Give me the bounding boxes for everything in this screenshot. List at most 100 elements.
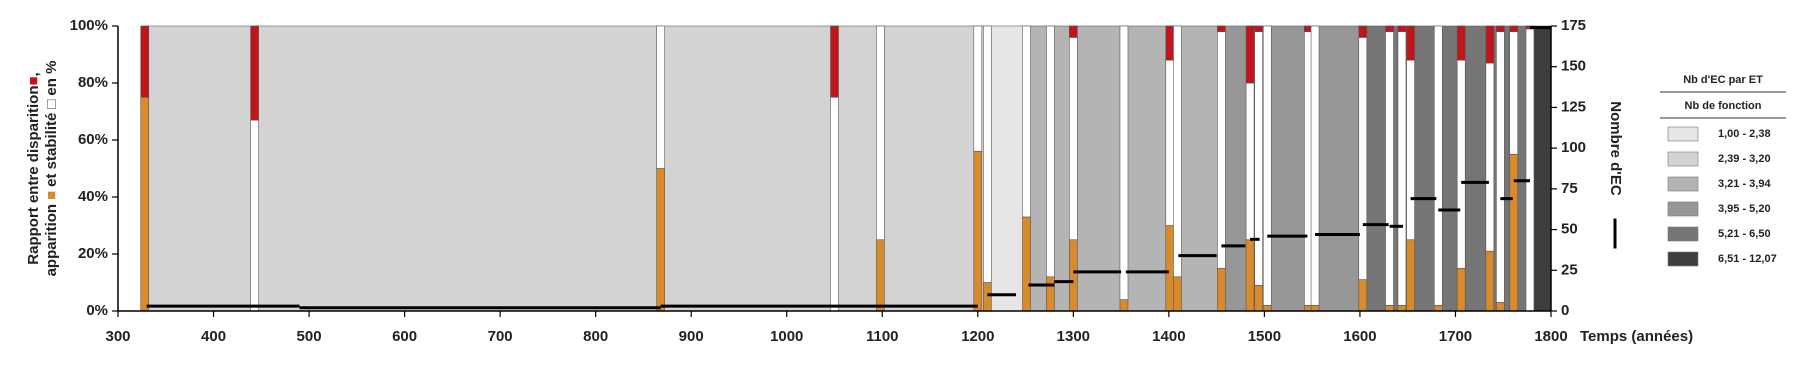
legend-label: 3,95 - 5,20: [1718, 203, 1771, 215]
bar-stabilite: [876, 25, 885, 241]
y-axis-title: Rapport entre disparition■,: [25, 72, 42, 264]
bar-stabilite: [1485, 62, 1495, 252]
bar-disparition: [1485, 25, 1495, 64]
x-tick-label: 900: [679, 328, 704, 345]
bar-stabilite: [1069, 37, 1078, 241]
bar-apparition: [1406, 239, 1415, 312]
bar-disparition: [830, 25, 839, 98]
legend-swatch: □: [43, 100, 60, 109]
y2-tick-label: 150: [1561, 58, 1586, 75]
bar-apparition: [1173, 276, 1182, 312]
legend-title: Nb d'EC par ET: [1683, 74, 1763, 86]
y-tick-label: 80%: [78, 74, 108, 91]
y-tick-label: 20%: [78, 245, 108, 262]
bar-apparition: [1385, 304, 1394, 312]
bar-apparition: [1046, 276, 1055, 312]
bar-stabilite: [1433, 25, 1443, 306]
bar-apparition: [983, 282, 992, 312]
bar-stabilite: [1509, 31, 1519, 155]
bar-apparition: [1358, 279, 1368, 312]
legend-label: 1,00 - 2,38: [1718, 128, 1771, 140]
bar-disparition: [1385, 25, 1394, 32]
y2-tick-label: 50: [1561, 221, 1578, 238]
bar-apparition: [1217, 267, 1226, 312]
bar-stabilite: [1496, 31, 1505, 303]
x-tick-label: 1700: [1439, 328, 1472, 345]
y-axis-title: apparition ■ et stabilité □ en %: [43, 61, 60, 277]
legend-subtitle: Nb de fonction: [1685, 100, 1762, 112]
bar-disparition: [1165, 25, 1175, 61]
bar-stabilite: [1245, 82, 1255, 241]
bar-apparition: [1310, 304, 1320, 312]
bar-stabilite: [973, 25, 983, 152]
bar-stabilite: [1406, 59, 1415, 241]
legend-label: 3,21 - 3,94: [1718, 178, 1771, 190]
period-band: [987, 25, 1027, 312]
bar-disparition: [1406, 25, 1415, 61]
bar-stabilite: [1173, 25, 1182, 278]
y-axis-title-part: en %: [43, 61, 60, 96]
bar-stabilite: [983, 25, 992, 283]
bar-stabilite: [1397, 31, 1407, 306]
x-tick-label: 1800: [1534, 328, 1567, 345]
bar-apparition: [1069, 239, 1078, 312]
legend-label: 5,21 - 6,50: [1718, 228, 1771, 240]
bar-disparition: [1496, 25, 1505, 32]
bar-stabilite: [1456, 59, 1466, 269]
y2-tick-label: 175: [1561, 17, 1586, 34]
bar-disparition: [1397, 25, 1407, 32]
x-tick-label: 800: [583, 328, 608, 345]
y-axis-title-part: ,: [25, 72, 42, 76]
bar-disparition: [1358, 25, 1368, 38]
y2-tick-label: 0: [1561, 302, 1569, 319]
y2-tick-label: 125: [1561, 98, 1586, 115]
bar-apparition: [1496, 302, 1505, 312]
bar-stabilite: [1358, 37, 1368, 280]
bar-disparition: [1245, 25, 1255, 84]
x-tick-label: 1600: [1343, 328, 1376, 345]
bar-apparition: [1254, 285, 1263, 312]
legend-label: 2,39 - 3,20: [1718, 153, 1771, 165]
bar-disparition: [1456, 25, 1466, 61]
period-band: [1221, 25, 1364, 312]
bar-stabilite: [1385, 31, 1394, 306]
legend-swatch: [1667, 151, 1699, 167]
y2-tick-label: 75: [1561, 180, 1578, 197]
bar-apparition: [1262, 304, 1272, 312]
bar-apparition: [1245, 239, 1255, 312]
x-tick-label: 600: [392, 328, 417, 345]
bar-stabilite: [1254, 31, 1263, 286]
bar-disparition: [1254, 25, 1263, 32]
bar-disparition: [1217, 25, 1226, 32]
bar-disparition: [140, 25, 150, 98]
bar-apparition: [1397, 304, 1407, 312]
bar-apparition: [1022, 216, 1031, 312]
bar-stabilite: [1310, 25, 1320, 306]
bar-stabilite: [1022, 25, 1031, 218]
legend-swatch: [1667, 201, 1699, 217]
bar-apparition: [1165, 225, 1175, 312]
x-tick-label: 700: [488, 328, 513, 345]
bar-stabilite: [1165, 59, 1175, 226]
legend-swatch: [1667, 126, 1699, 142]
bar-apparition: [656, 168, 665, 312]
x-axis-title: Temps (années): [1580, 328, 1693, 345]
bar-apparition: [876, 239, 885, 312]
bar-disparition: [1509, 25, 1519, 32]
x-tick-label: 300: [105, 328, 130, 345]
bar-stabilite: [1046, 25, 1055, 278]
bar-stabilite: [656, 25, 665, 169]
legend-swatch: ■: [25, 76, 42, 85]
bar-stabilite: [830, 96, 839, 312]
bar-apparition: [140, 96, 150, 312]
y2-tick-label: 100: [1561, 139, 1586, 156]
x-tick-label: 1400: [1152, 328, 1185, 345]
bar-stabilite: [250, 119, 259, 312]
bar-apparition: [1433, 304, 1443, 312]
bar-stabilite: [1119, 25, 1129, 300]
x-tick-label: 1100: [866, 328, 899, 345]
bar-disparition: [1069, 25, 1078, 38]
y-axis-title-part: apparition: [43, 204, 60, 277]
period-band: [144, 25, 988, 312]
